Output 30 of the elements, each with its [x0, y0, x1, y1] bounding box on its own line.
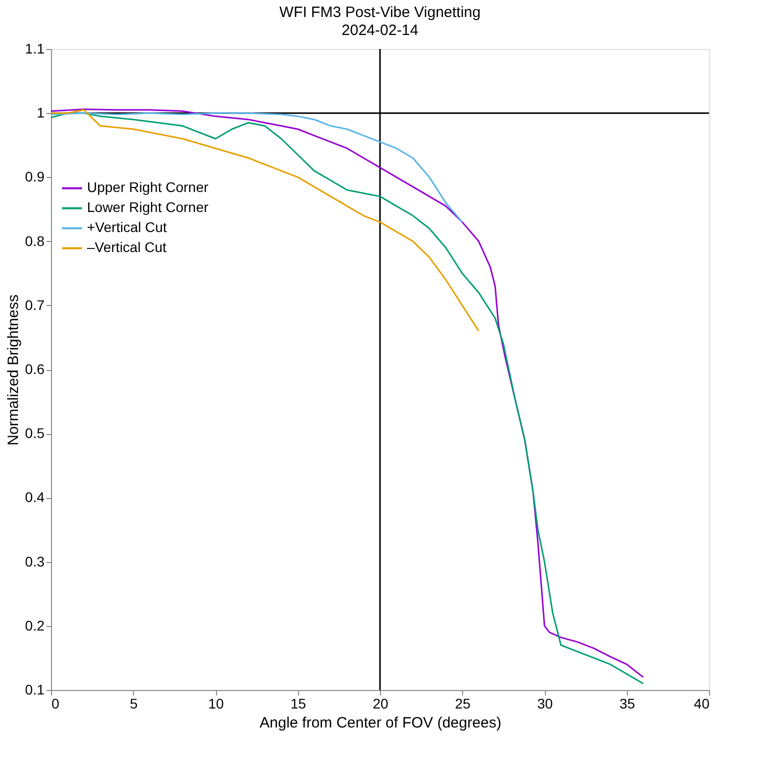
x-tick-label: 10 [208, 696, 224, 712]
x-axis-title: Angle from Center of FOV (degrees) [260, 714, 502, 732]
y-tick-label: 0.3 [25, 553, 45, 570]
x-tick-label: 5 [130, 696, 138, 712]
x-tick-label: 35 [619, 696, 636, 712]
chart-subtitle: 2024-02-14 [342, 22, 418, 39]
x-tick-label: 0 [52, 696, 60, 712]
line-series [50, 112, 463, 223]
y-axis-title: Normalized Brightness [5, 294, 22, 446]
legend-label: –Vertical Cut [87, 239, 166, 256]
y-tick-label: 0.6 [25, 361, 45, 377]
legend-label: Upper Right Corner [87, 179, 209, 196]
x-tick-label: 40 [694, 696, 710, 712]
y-tick-label: 0.7 [25, 296, 45, 313]
x-tick-label: 15 [290, 696, 306, 712]
line-series [50, 109, 480, 332]
y-tick-label: 1.1 [25, 40, 45, 56]
y-tick-label: 0.5 [25, 425, 45, 442]
x-tick-label: 30 [537, 696, 553, 712]
y-tick-label: 0.4 [25, 489, 45, 506]
y-tick-label: 0.8 [25, 232, 45, 249]
legend-label: Lower Right Corner [87, 199, 209, 216]
y-tick-label: 0.9 [25, 168, 45, 185]
x-tick-label: 20 [372, 696, 388, 712]
y-tick-label: 0.1 [25, 682, 45, 698]
y-tick-label: 1 [36, 104, 45, 121]
x-tick-label: 25 [454, 696, 471, 712]
y-tick-label: 0.2 [25, 617, 45, 634]
chart-title: WFI FM3 Post-Vibe Vignetting [279, 4, 481, 21]
legend-label: +Vertical Cut [87, 219, 167, 236]
